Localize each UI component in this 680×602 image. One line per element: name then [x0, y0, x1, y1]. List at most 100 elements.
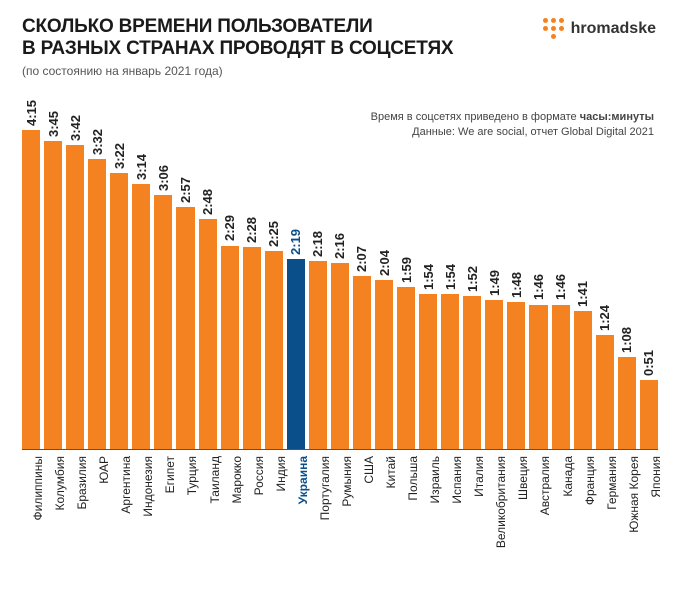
bar-rect — [640, 380, 658, 450]
bar-col: 3:06 — [154, 100, 172, 450]
bar-value: 2:29 — [222, 215, 237, 241]
bar-rect — [88, 159, 106, 450]
logo: hromadske — [543, 18, 656, 40]
bar-col: 1:59 — [397, 100, 415, 450]
bar-rect — [22, 130, 40, 450]
bar-rect — [596, 335, 614, 450]
x-label: Португалия — [309, 450, 327, 580]
x-label: Украина — [287, 450, 305, 580]
x-label: Швеция — [507, 450, 525, 580]
bar-value: 1:48 — [509, 272, 524, 298]
bar-col: 3:14 — [132, 100, 150, 450]
bar-value: 3:22 — [112, 143, 127, 169]
bar-col: 3:45 — [44, 100, 62, 450]
bar-rect — [176, 207, 194, 450]
bar-value: 3:32 — [90, 129, 105, 155]
bar-col: 1:46 — [529, 100, 547, 450]
bar-rect — [397, 287, 415, 450]
bar-col: 3:42 — [66, 100, 84, 450]
bar-col: 2:04 — [375, 100, 393, 450]
bar-value: 3:42 — [68, 115, 83, 141]
bar-value: 1:54 — [421, 264, 436, 290]
x-label: Израиль — [419, 450, 437, 580]
bar-col: 2:19 — [287, 100, 305, 450]
bar-rect — [154, 195, 172, 450]
bar-value: 1:46 — [553, 274, 568, 300]
bar-rect — [574, 311, 592, 450]
x-label: Франция — [574, 450, 592, 580]
x-labels-container: ФилиппиныКолумбияБразилияЮАРАргентинаИнд… — [22, 450, 658, 580]
bar-col: 1:49 — [485, 100, 503, 450]
bar-col: 4:15 — [22, 100, 40, 450]
bar-col: 2:16 — [331, 100, 349, 450]
bar-value: 3:14 — [134, 154, 149, 180]
bar-rect — [221, 246, 239, 451]
bar-col: 2:25 — [265, 100, 283, 450]
bar-rect — [243, 247, 261, 450]
bar-rect — [419, 294, 437, 450]
bar-rect — [66, 145, 84, 450]
bar-value: 2:16 — [332, 233, 347, 259]
x-label: Китай — [375, 450, 393, 580]
bar-col: 3:22 — [110, 100, 128, 450]
x-label: Польша — [397, 450, 415, 580]
bar-value: 1:49 — [487, 270, 502, 296]
bars-container: 4:15 3:45 3:42 3:32 3:22 3:14 3:06 2:57 2:48 2:29… — [22, 100, 658, 450]
bar-rect — [331, 263, 349, 450]
x-label: Бразилия — [66, 450, 84, 580]
bar-value: 2:57 — [178, 177, 193, 203]
logo-text: hromadske — [571, 20, 656, 38]
x-label: Аргентина — [110, 450, 128, 580]
bar-value: 0:51 — [641, 350, 656, 376]
x-label: Россия — [243, 450, 261, 580]
x-label: Канада — [552, 450, 570, 580]
bar-col: 1:46 — [552, 100, 570, 450]
bar-col: 2:07 — [353, 100, 371, 450]
bar-col: 0:51 — [640, 100, 658, 450]
bar-rect — [552, 305, 570, 450]
x-label: Филиппины — [22, 450, 40, 580]
bar-value: 1:46 — [531, 274, 546, 300]
bar-col: 2:28 — [243, 100, 261, 450]
bar-col: 1:54 — [419, 100, 437, 450]
bar-rect — [265, 251, 283, 450]
bar-rect — [618, 357, 636, 450]
x-label: Турция — [176, 450, 194, 580]
x-label: Египет — [154, 450, 172, 580]
bar-rect — [507, 302, 525, 450]
bar-col: 1:52 — [463, 100, 481, 450]
bar-rect — [44, 141, 62, 450]
bar-value: 2:18 — [310, 231, 325, 257]
bar-col: 1:08 — [618, 100, 636, 450]
bar-value: 1:08 — [619, 327, 634, 353]
chart-subtitle: (по состоянию на январь 2021 года) — [22, 64, 658, 78]
x-label: Италия — [463, 450, 481, 580]
bar-col: 3:32 — [88, 100, 106, 450]
bar-value: 4:15 — [24, 100, 39, 126]
bar-rect — [463, 296, 481, 450]
bar-col: 1:48 — [507, 100, 525, 450]
x-label: ЮАР — [88, 450, 106, 580]
x-label: Испания — [441, 450, 459, 580]
bar-value: 2:25 — [266, 221, 281, 247]
bar-value: 2:19 — [288, 229, 303, 255]
bar-col: 1:24 — [596, 100, 614, 450]
bar-rect — [110, 173, 128, 450]
bar-value: 1:24 — [597, 305, 612, 331]
x-label: Япония — [640, 450, 658, 580]
bar-value: 2:28 — [244, 217, 259, 243]
bar-value: 2:07 — [354, 246, 369, 272]
x-label: Великобритания — [485, 450, 503, 580]
bar-value: 1:52 — [465, 266, 480, 292]
bar-rect — [309, 261, 327, 450]
bar-rect — [375, 280, 393, 450]
bar-rect — [485, 300, 503, 450]
bar-rect — [353, 276, 371, 450]
bar-col: 1:54 — [441, 100, 459, 450]
bar-rect — [529, 305, 547, 450]
bar-rect — [441, 294, 459, 450]
bar-col: 2:18 — [309, 100, 327, 450]
bar-value: 1:41 — [575, 281, 590, 307]
bar-chart: 4:15 3:45 3:42 3:32 3:22 3:14 3:06 2:57 2:48 2:29… — [22, 100, 658, 580]
bar-col: 2:48 — [199, 100, 217, 450]
